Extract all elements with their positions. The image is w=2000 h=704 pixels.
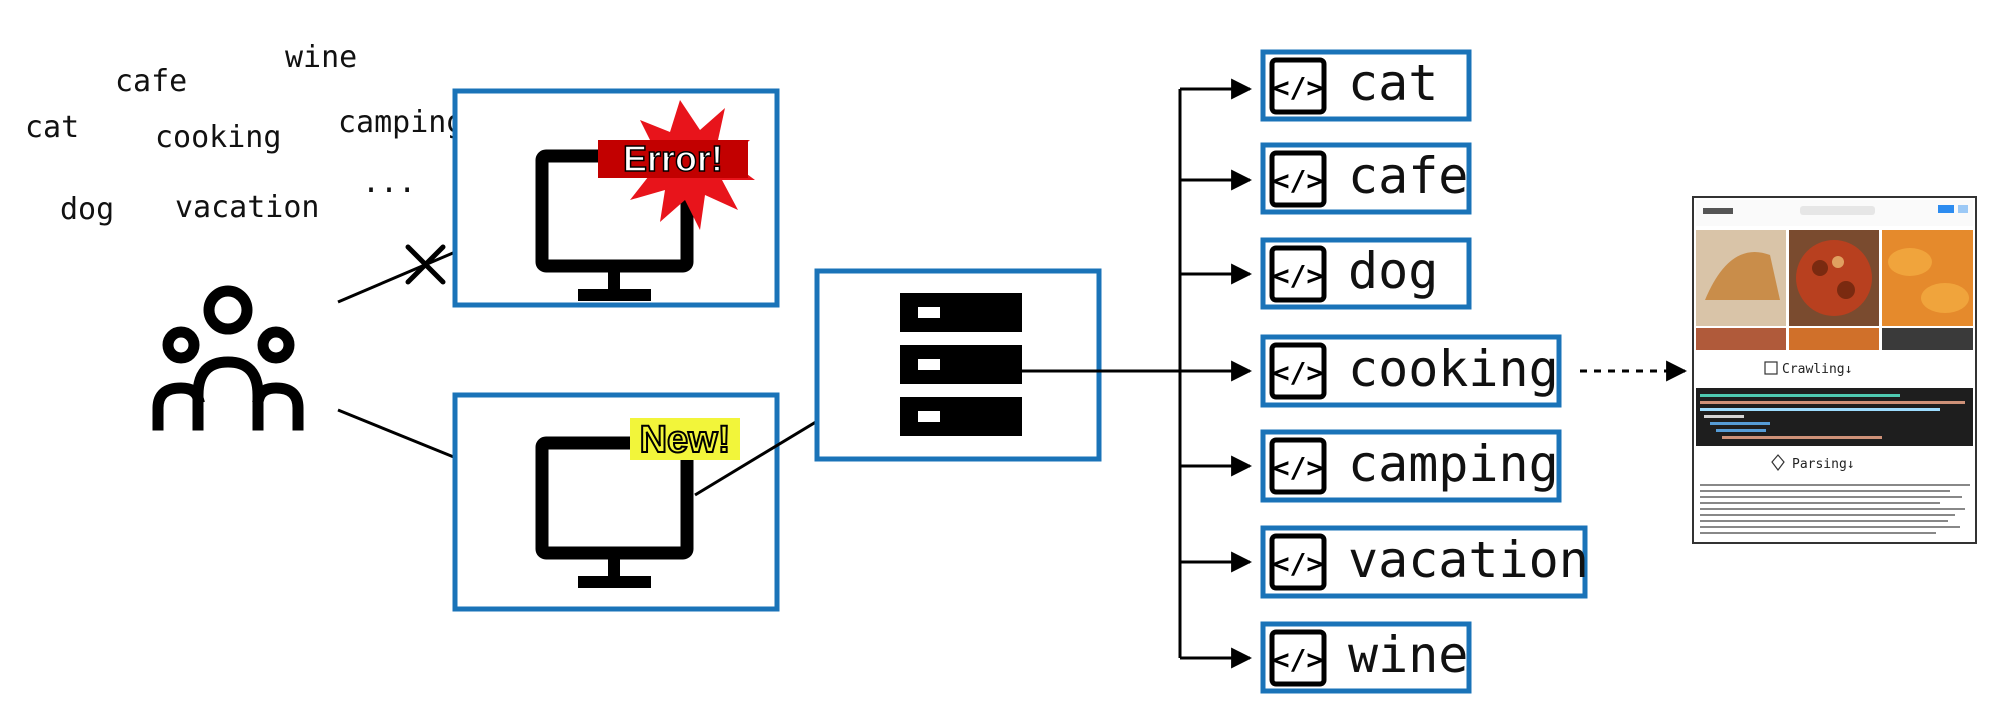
- svg-text:</>: </>: [1273, 547, 1324, 580]
- keyword-vacation: vacation: [175, 190, 320, 225]
- target-item-label: vacation: [1348, 531, 1589, 589]
- target-item-label: wine: [1348, 626, 1468, 684]
- diamond-icon: [1771, 454, 1785, 471]
- target-item-vacation: </> vacation: [1260, 525, 1589, 599]
- keyword-dog: dog: [60, 192, 114, 227]
- branch-connector: [1020, 78, 1253, 669]
- code-area: [1696, 388, 1973, 446]
- svg-text:</>: </>: [1273, 356, 1324, 389]
- target-item-label: dog: [1348, 242, 1438, 300]
- users-icon: [152, 285, 304, 431]
- data-table: [1700, 484, 1970, 534]
- keyword-wine: wine: [285, 40, 357, 75]
- code-icon: [1269, 245, 1327, 303]
- svg-text:</>: </>: [1273, 71, 1324, 104]
- parsing-label: Parsing↓: [1792, 457, 1855, 472]
- target-item-cat: </> cat: [1260, 49, 1472, 122]
- target-item-label: cat: [1348, 54, 1438, 112]
- new-badge: New!: [630, 418, 740, 462]
- code-icon: [1269, 533, 1327, 591]
- crawl-screenshot-thumbnail: Crawling↓ Parsing↓: [1692, 196, 1977, 544]
- keyword-cafe: cafe: [115, 64, 187, 99]
- svg-text:</>: </>: [1273, 643, 1324, 676]
- target-item-camping: </> camping: [1260, 429, 1562, 503]
- target-item-cafe: </> cafe: [1260, 142, 1472, 215]
- target-item-label: camping: [1348, 435, 1559, 493]
- keyword-cloud: wine cafe cat cooking camping dog vacati…: [25, 40, 464, 227]
- code-icon: [1269, 150, 1327, 208]
- code-icon: [1269, 57, 1327, 115]
- blocked-x-icon: [405, 244, 446, 285]
- svg-text:</>: </>: [1273, 259, 1324, 292]
- monitor-icon: [535, 436, 694, 588]
- target-item-dog: </> dog: [1260, 237, 1472, 310]
- code-icon: [1269, 629, 1327, 687]
- target-item-label: cafe: [1348, 147, 1468, 205]
- new-badge-text: New!: [640, 419, 731, 461]
- server-icon: [900, 293, 1022, 436]
- photo-grid: [1696, 230, 1973, 350]
- keyword-ellipsis: ...: [362, 165, 416, 200]
- error-badge-text: Error!: [623, 138, 723, 179]
- code-icon: [1269, 342, 1327, 400]
- keyword-camping: camping: [338, 105, 464, 140]
- code-icon: [1269, 437, 1327, 495]
- target-item-cooking: </> cooking: [1260, 334, 1562, 408]
- crawling-label: Crawling↓: [1782, 362, 1852, 377]
- svg-text:</>: </>: [1273, 451, 1324, 484]
- svg-text:</>: </>: [1273, 164, 1324, 197]
- target-item-label: cooking: [1348, 340, 1559, 398]
- keyword-cat: cat: [25, 110, 79, 145]
- error-badge: Error!: [598, 137, 748, 180]
- keyword-cooking: cooking: [155, 120, 281, 155]
- target-item-wine: </> wine: [1260, 621, 1472, 694]
